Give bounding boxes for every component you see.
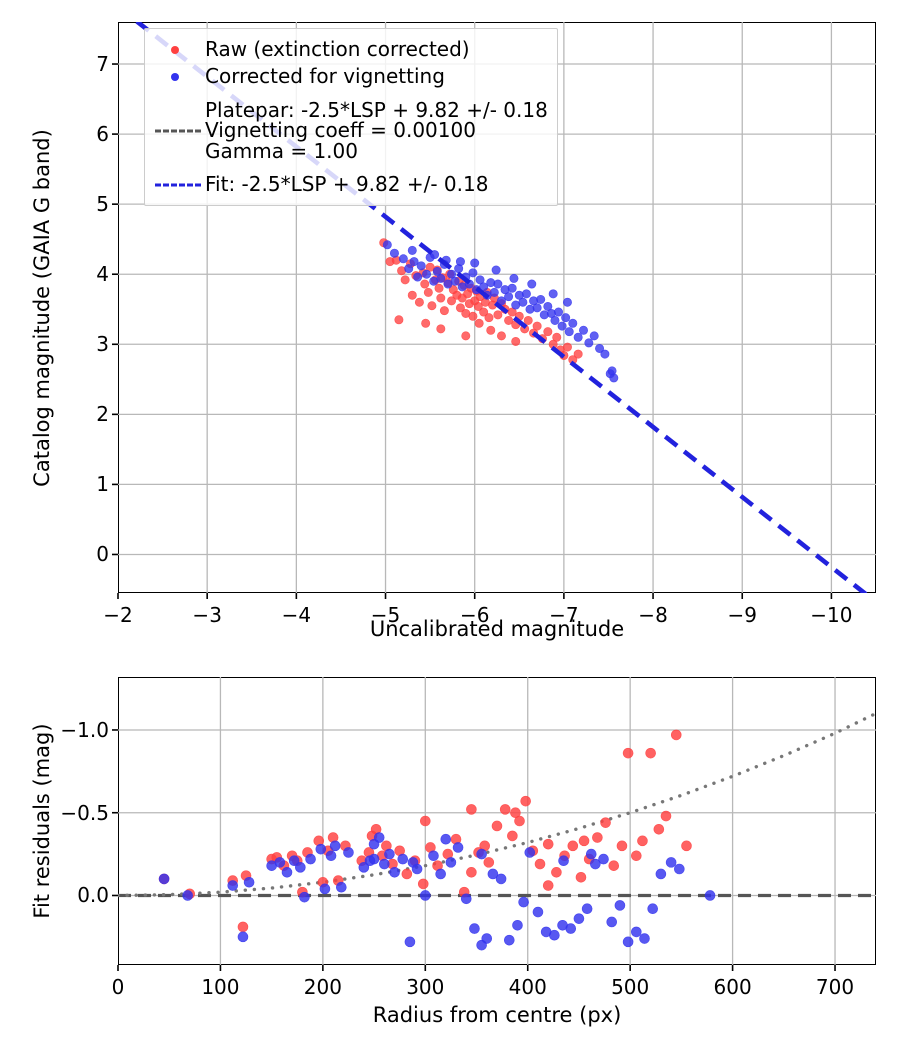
- legend-label-fit: Fit: -2.5*LSP + 9.82 +/- 0.18: [205, 172, 489, 197]
- top-xtick: −8: [638, 603, 668, 627]
- bottom-ytick: −1.0: [60, 717, 109, 742]
- legend-marker-corrected-icon: [153, 63, 205, 90]
- bottom-ytick: 0.0: [77, 883, 109, 908]
- photometric-calibration-panel: Raw (extinction corrected) Corrected for…: [112, 22, 876, 599]
- top-xtick: −7: [549, 603, 579, 627]
- legend-label-corrected: Corrected for vignetting: [205, 64, 445, 89]
- top-ytick: 1: [96, 472, 109, 497]
- bottom-plot-surface: [112, 677, 876, 971]
- top-ytick: 5: [96, 192, 109, 217]
- fit-residuals-panel: [112, 677, 876, 971]
- legend-row-raw: Raw (extinction corrected): [153, 36, 548, 63]
- top-xtick: −5: [370, 603, 401, 627]
- bottom-xtick: 700: [815, 975, 855, 999]
- legend-row-corrected: Corrected for vignetting: [153, 63, 548, 90]
- bottom-xtick: 300: [406, 975, 445, 999]
- top-xtick: −6: [459, 603, 490, 627]
- legend-label-gamma: Gamma = 1.00: [205, 138, 358, 163]
- legend-label-platepar-block: Platepar: -2.5*LSP + 9.82 +/- 0.18 Vigne…: [205, 97, 548, 163]
- legend: Raw (extinction corrected) Corrected for…: [144, 28, 558, 206]
- top-ytick: 6: [96, 122, 109, 147]
- bottom-xtick: 500: [611, 975, 650, 999]
- top-xaxis-label: Uncalibrated magnitude: [369, 617, 625, 641]
- legend-dash-blue-icon: [153, 171, 205, 198]
- bottom-yaxis-label: Fit residuals (mag): [30, 723, 54, 919]
- top-ytick: 4: [96, 262, 109, 287]
- bottom-ytick: −0.5: [60, 800, 109, 825]
- top-ytick: 2: [96, 402, 109, 427]
- bottom-xtick: 0: [111, 975, 125, 999]
- bottom-xtick: 100: [201, 975, 240, 999]
- top-xtick: −9: [727, 603, 757, 627]
- bottom-xtick: 600: [713, 975, 752, 999]
- legend-label-vignetting-coeff: Vignetting coeff = 0.00100: [205, 118, 476, 143]
- bottom-xtick: 200: [303, 975, 342, 999]
- top-ytick: 0: [96, 542, 109, 567]
- top-xtick: −2: [103, 603, 133, 627]
- top-ytick: 7: [96, 52, 109, 77]
- top-plot-surface: [112, 22, 876, 599]
- legend-label-platepar: Platepar: -2.5*LSP + 9.82 +/- 0.18: [205, 97, 548, 122]
- bottom-xaxis-label: Radius from centre (px): [372, 1003, 622, 1027]
- top-ytick: 3: [96, 332, 109, 357]
- bottom-xtick: 400: [508, 975, 547, 999]
- legend-label-raw: Raw (extinction corrected): [205, 37, 470, 62]
- legend-marker-raw-icon: [153, 36, 205, 63]
- top-xtick: −4: [281, 603, 312, 627]
- legend-dash-gray-icon: [153, 90, 205, 171]
- top-xtick: −10: [810, 603, 853, 627]
- top-yaxis-label: Catalog magnitude (GAIA G band): [30, 129, 54, 487]
- legend-row-platepar: Platepar: -2.5*LSP + 9.82 +/- 0.18 Vigne…: [153, 90, 548, 171]
- legend-row-fit: Fit: -2.5*LSP + 9.82 +/- 0.18: [153, 171, 548, 198]
- top-xtick: −3: [192, 603, 222, 627]
